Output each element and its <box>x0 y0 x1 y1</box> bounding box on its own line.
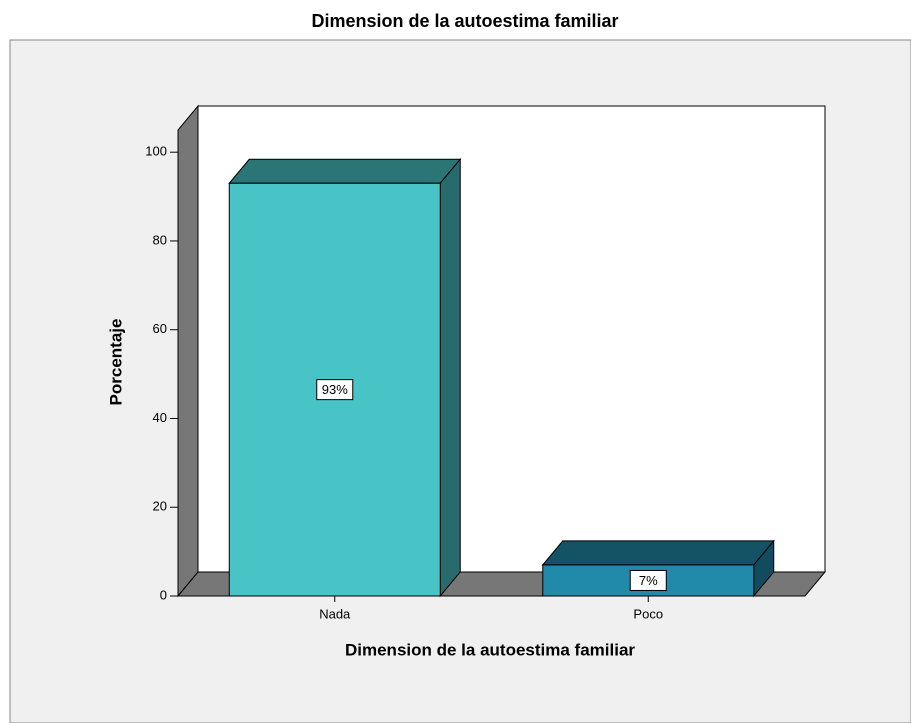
y-tick-label: 0 <box>160 587 167 602</box>
x-tick-label: Poco <box>633 606 663 621</box>
chart-title: Dimension de la autoestima familiar <box>311 11 618 31</box>
y-tick-label: 100 <box>145 144 167 159</box>
value-label-box <box>629 569 667 591</box>
x-axis-label: Dimension de la autoestima familiar <box>345 640 635 659</box>
y-tick-label: 40 <box>153 410 167 425</box>
bar-top <box>228 158 462 184</box>
bar-top <box>541 540 775 566</box>
y-tick-label: 20 <box>153 499 167 514</box>
y-tick-label: 80 <box>153 232 167 247</box>
y-axis-label: Porcentaje <box>106 319 125 406</box>
bar-side <box>439 157 461 598</box>
y-tick-label: 60 <box>153 321 167 336</box>
value-label-box <box>316 379 354 401</box>
value-label: 7% <box>639 573 658 588</box>
x-tick-label: Nada <box>319 606 351 621</box>
left-wall <box>177 104 199 598</box>
value-label: 93% <box>322 382 348 397</box>
